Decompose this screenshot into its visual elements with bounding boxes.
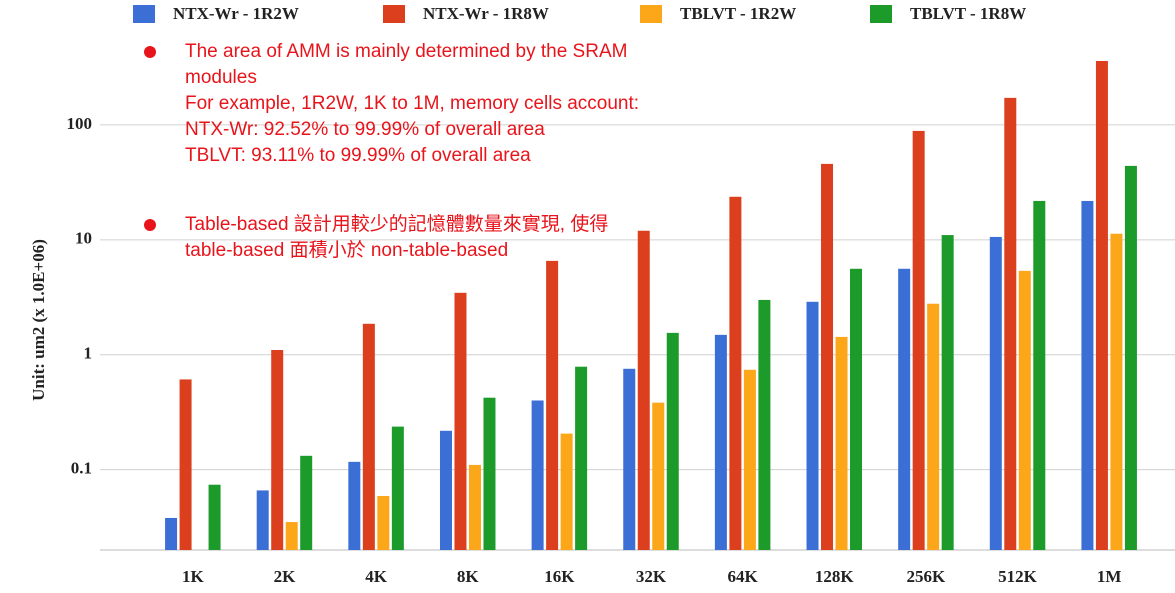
x-tick-label: 64K bbox=[728, 567, 759, 586]
bar bbox=[1018, 270, 1031, 550]
bullet bbox=[144, 46, 156, 58]
annotation-line: TBLVT: 93.11% to 99.99% of overall area bbox=[185, 145, 531, 166]
bar bbox=[898, 268, 911, 550]
annotation-line: table-based 面積小於 non-table-based bbox=[185, 239, 508, 261]
annotation-line: For example, 1R2W, 1K to 1M, memory cell… bbox=[185, 93, 639, 114]
bar bbox=[285, 522, 298, 550]
y-tick-label: 0.1 bbox=[71, 459, 92, 478]
bar bbox=[806, 301, 819, 550]
bar bbox=[714, 334, 727, 550]
bar bbox=[666, 332, 679, 550]
bar bbox=[1124, 165, 1137, 550]
bar bbox=[835, 336, 848, 550]
bar bbox=[377, 496, 390, 550]
bar bbox=[652, 402, 665, 550]
bar bbox=[531, 400, 544, 550]
x-tick-label: 4K bbox=[365, 567, 388, 586]
bar bbox=[560, 433, 573, 550]
bar bbox=[179, 379, 192, 550]
legend-swatch bbox=[133, 5, 155, 23]
x-tick-label: 512K bbox=[998, 567, 1038, 586]
bar bbox=[743, 369, 756, 550]
x-tick-label: 16K bbox=[544, 567, 575, 586]
bar bbox=[1110, 233, 1123, 550]
legend-label: TBLVT - 1R8W bbox=[910, 4, 1026, 23]
bar bbox=[575, 366, 588, 550]
x-tick-label: 1K bbox=[182, 567, 205, 586]
annotation-line: The area of AMM is mainly determined by … bbox=[185, 41, 627, 62]
bar bbox=[1033, 200, 1046, 551]
bar bbox=[1081, 200, 1094, 551]
legend-swatch bbox=[870, 5, 892, 23]
bar bbox=[623, 368, 636, 550]
bar bbox=[941, 235, 954, 550]
bar bbox=[208, 484, 221, 550]
annotation-line: Table-based 設計用較少的記憶體數量來實現, 使得 bbox=[185, 213, 608, 235]
bar bbox=[821, 163, 834, 551]
legend-label: NTX-Wr - 1R2W bbox=[173, 4, 299, 23]
legend-label: TBLVT - 1R2W bbox=[680, 4, 796, 23]
x-tick-label: 128K bbox=[815, 567, 855, 586]
bar bbox=[1004, 97, 1017, 550]
bar bbox=[637, 230, 650, 550]
legend-label: NTX-Wr - 1R8W bbox=[423, 4, 549, 23]
bar bbox=[989, 236, 1002, 550]
bar bbox=[546, 260, 559, 550]
x-tick-label: 2K bbox=[274, 567, 297, 586]
bar bbox=[1095, 60, 1108, 550]
bar bbox=[256, 490, 269, 550]
bar bbox=[300, 455, 313, 550]
bar bbox=[439, 430, 452, 550]
bar bbox=[483, 397, 496, 550]
bar bbox=[454, 292, 467, 550]
annotation-line: NTX-Wr: 92.52% to 99.99% of overall area bbox=[185, 119, 545, 140]
y-tick-label: 100 bbox=[67, 114, 93, 133]
bar bbox=[729, 196, 742, 550]
bar bbox=[468, 464, 481, 550]
bar bbox=[362, 323, 375, 550]
y-axis-label: Unit: um2 (x 1.0E+06) bbox=[29, 239, 48, 401]
x-tick-label: 256K bbox=[907, 567, 947, 586]
x-tick-label: 1M bbox=[1097, 567, 1122, 586]
x-tick-label: 32K bbox=[636, 567, 667, 586]
x-tick-label: 8K bbox=[457, 567, 480, 586]
bar bbox=[391, 426, 404, 550]
annotation-line: modules bbox=[185, 67, 257, 88]
y-tick-label: 1 bbox=[84, 344, 93, 363]
y-tick-label: 10 bbox=[75, 229, 92, 248]
bar bbox=[348, 461, 361, 550]
bullet bbox=[144, 219, 156, 231]
bar bbox=[271, 349, 284, 550]
bar bbox=[912, 130, 925, 550]
bar bbox=[927, 303, 940, 550]
bar bbox=[850, 268, 863, 550]
legend-swatch bbox=[640, 5, 662, 23]
legend-swatch bbox=[383, 5, 405, 23]
bar bbox=[165, 517, 178, 550]
bar bbox=[758, 299, 771, 550]
